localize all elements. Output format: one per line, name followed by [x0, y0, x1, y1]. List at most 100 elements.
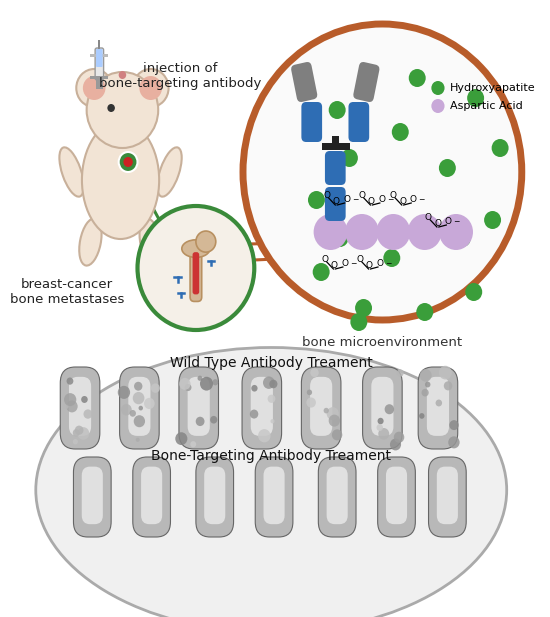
Circle shape	[179, 378, 190, 390]
FancyBboxPatch shape	[291, 62, 317, 102]
FancyBboxPatch shape	[301, 367, 341, 449]
Circle shape	[306, 397, 316, 408]
Text: breast-cancer
bone metastases: breast-cancer bone metastases	[10, 278, 124, 306]
Text: O: O	[331, 262, 338, 270]
Text: O: O	[323, 191, 331, 199]
Text: Bone-Targeting Antibody Treament: Bone-Targeting Antibody Treament	[151, 449, 391, 463]
FancyBboxPatch shape	[242, 367, 282, 449]
FancyBboxPatch shape	[255, 457, 293, 537]
Text: −: −	[454, 218, 460, 226]
FancyBboxPatch shape	[386, 466, 407, 524]
Circle shape	[419, 413, 425, 419]
Circle shape	[268, 395, 276, 403]
Text: O: O	[321, 254, 328, 263]
Circle shape	[185, 384, 191, 391]
Circle shape	[332, 429, 342, 441]
Circle shape	[121, 404, 132, 415]
Circle shape	[118, 386, 130, 399]
FancyBboxPatch shape	[371, 377, 393, 436]
Circle shape	[492, 139, 509, 157]
Text: O: O	[434, 220, 441, 228]
Text: −: −	[387, 196, 393, 204]
Circle shape	[431, 99, 444, 113]
Text: Wild Type Antibody Treament: Wild Type Antibody Treament	[170, 356, 372, 370]
Circle shape	[439, 159, 456, 177]
Circle shape	[465, 283, 482, 301]
Circle shape	[83, 76, 106, 100]
Circle shape	[138, 206, 254, 330]
Circle shape	[332, 229, 349, 247]
FancyBboxPatch shape	[378, 457, 415, 537]
Circle shape	[323, 408, 329, 413]
Text: injection of
bone-targeting antibody: injection of bone-targeting antibody	[98, 62, 261, 90]
FancyBboxPatch shape	[74, 457, 111, 537]
Circle shape	[134, 415, 145, 427]
Circle shape	[81, 396, 88, 403]
Circle shape	[66, 400, 78, 412]
FancyBboxPatch shape	[179, 367, 218, 449]
Circle shape	[307, 389, 312, 395]
Circle shape	[212, 379, 218, 386]
Circle shape	[271, 419, 274, 423]
Circle shape	[341, 149, 358, 167]
Text: O: O	[341, 260, 348, 268]
FancyBboxPatch shape	[60, 367, 100, 449]
Circle shape	[107, 104, 115, 112]
Text: bone microenvironment: bone microenvironment	[302, 336, 463, 349]
Circle shape	[73, 429, 80, 436]
Text: O: O	[378, 196, 385, 204]
Circle shape	[397, 370, 404, 377]
FancyBboxPatch shape	[437, 466, 458, 524]
Circle shape	[263, 376, 275, 389]
FancyBboxPatch shape	[418, 367, 458, 449]
Circle shape	[175, 433, 188, 445]
FancyBboxPatch shape	[192, 252, 199, 294]
Circle shape	[314, 214, 348, 250]
FancyBboxPatch shape	[82, 466, 103, 524]
Text: O: O	[425, 212, 432, 222]
Text: O: O	[343, 196, 350, 204]
FancyBboxPatch shape	[310, 377, 332, 436]
Circle shape	[409, 69, 426, 87]
Circle shape	[243, 24, 522, 320]
Ellipse shape	[157, 147, 182, 197]
FancyBboxPatch shape	[427, 377, 449, 436]
Bar	[90, 76, 108, 79]
FancyBboxPatch shape	[325, 151, 345, 185]
Ellipse shape	[79, 218, 102, 265]
Text: O: O	[368, 197, 375, 207]
Bar	[96, 79, 103, 89]
Ellipse shape	[59, 147, 84, 197]
Circle shape	[467, 89, 484, 107]
Circle shape	[310, 368, 318, 377]
Bar	[322, 143, 350, 150]
Circle shape	[151, 383, 160, 393]
Text: −: −	[352, 196, 358, 204]
FancyBboxPatch shape	[327, 466, 348, 524]
Circle shape	[84, 409, 92, 419]
Circle shape	[76, 69, 112, 107]
Circle shape	[376, 214, 410, 250]
Circle shape	[329, 415, 340, 426]
Circle shape	[313, 263, 329, 281]
Text: O: O	[366, 262, 373, 270]
FancyBboxPatch shape	[141, 466, 162, 524]
Circle shape	[390, 439, 401, 450]
Circle shape	[196, 231, 216, 252]
FancyBboxPatch shape	[190, 249, 202, 302]
Circle shape	[136, 437, 140, 442]
Circle shape	[134, 382, 142, 391]
Circle shape	[251, 385, 257, 392]
Text: O: O	[333, 197, 340, 207]
Text: −: −	[350, 260, 356, 268]
Circle shape	[73, 439, 78, 444]
Ellipse shape	[36, 347, 507, 617]
Circle shape	[392, 123, 409, 141]
Circle shape	[308, 191, 325, 209]
Circle shape	[250, 410, 258, 418]
Text: O: O	[376, 260, 383, 268]
Circle shape	[327, 407, 339, 420]
Circle shape	[197, 376, 202, 381]
Circle shape	[425, 381, 431, 387]
Circle shape	[377, 424, 383, 431]
